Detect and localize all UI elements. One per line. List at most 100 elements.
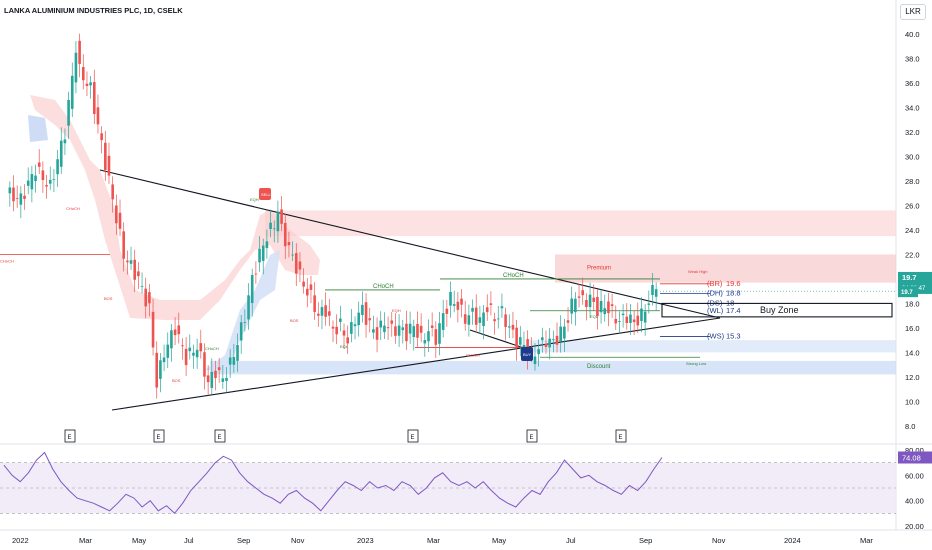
candle-body bbox=[115, 205, 118, 224]
candle-body bbox=[559, 326, 562, 342]
candle-body bbox=[342, 330, 346, 336]
candle-body bbox=[518, 337, 522, 345]
time-tick-label: Nov bbox=[712, 536, 726, 545]
candle-body bbox=[298, 261, 302, 270]
candle-body bbox=[607, 301, 610, 314]
candle-body bbox=[478, 317, 482, 323]
candle-body bbox=[474, 307, 478, 325]
price-tick-label: 12.0 bbox=[905, 373, 920, 382]
buy-zone-label: Buy Zone bbox=[760, 305, 799, 315]
price-tick-label: 26.0 bbox=[905, 202, 920, 211]
candle-body bbox=[636, 315, 640, 326]
candle-body bbox=[383, 325, 386, 333]
buy-signal-marker bbox=[521, 347, 533, 361]
rsi-last-badge bbox=[898, 451, 932, 464]
candle-body bbox=[181, 345, 184, 347]
candle-body bbox=[651, 284, 654, 295]
candle-body bbox=[155, 352, 159, 388]
chart-title: LANKA ALUMINIUM INDUSTRIES PLC, 1D, CSEL… bbox=[4, 6, 183, 15]
level-value-dh: 18.8 bbox=[726, 289, 741, 298]
candle-body bbox=[23, 195, 26, 199]
price-tick-label: 22.0 bbox=[905, 250, 920, 259]
candle-body bbox=[144, 288, 148, 307]
currency-selector[interactable]: LKR bbox=[900, 4, 926, 20]
candle-body bbox=[654, 289, 658, 297]
candle-body bbox=[74, 52, 78, 83]
candle-body bbox=[566, 320, 570, 323]
candle-body bbox=[548, 338, 551, 348]
candle-body bbox=[386, 327, 390, 329]
level-code-ws: (WS) bbox=[707, 331, 725, 340]
earnings-marker-label-6: E bbox=[619, 435, 623, 441]
candle-body bbox=[581, 290, 585, 296]
candle-body bbox=[544, 343, 548, 348]
candle-body bbox=[206, 375, 210, 383]
candle-body bbox=[401, 327, 405, 331]
candle-body bbox=[394, 326, 397, 336]
price-tick-label: 16.0 bbox=[905, 324, 920, 333]
time-tick-label: Jul bbox=[566, 536, 576, 545]
candle-body bbox=[452, 304, 456, 306]
candle-body bbox=[350, 322, 353, 334]
candle-body bbox=[493, 319, 496, 322]
upper-trendline bbox=[99, 169, 721, 319]
resistance-cloud bbox=[30, 95, 320, 320]
price-tick-label: 32.0 bbox=[905, 128, 920, 137]
sell-signal-marker bbox=[259, 188, 271, 200]
candle-body bbox=[614, 318, 618, 324]
candle-body bbox=[177, 325, 181, 335]
earnings-marker-label-3: E bbox=[218, 435, 222, 441]
candle-body bbox=[272, 228, 276, 230]
demand-zone bbox=[530, 340, 896, 353]
candle-body bbox=[170, 330, 173, 349]
candle-body bbox=[59, 140, 63, 167]
candle-body bbox=[533, 356, 537, 365]
time-tick-label: 2022 bbox=[12, 536, 29, 545]
candle-body bbox=[331, 326, 335, 329]
candle-body bbox=[496, 318, 500, 320]
price-tick-label: 34.0 bbox=[905, 104, 920, 113]
candle-body bbox=[81, 67, 85, 81]
candle-body bbox=[188, 347, 192, 352]
discount-zone bbox=[210, 360, 896, 375]
candle-body bbox=[570, 298, 574, 314]
candle-body bbox=[195, 349, 199, 358]
candle-body bbox=[243, 322, 247, 324]
candle-body bbox=[280, 209, 283, 224]
candle-body bbox=[56, 159, 59, 175]
bos-label-2: BOS bbox=[172, 378, 181, 383]
earnings-marker-4 bbox=[407, 429, 419, 443]
candle-body bbox=[100, 133, 103, 141]
supply-zone bbox=[265, 210, 896, 237]
earnings-marker-5 bbox=[526, 429, 538, 443]
candle-body bbox=[184, 348, 188, 366]
candle-body bbox=[221, 378, 225, 382]
price-tick-label: 28.0 bbox=[905, 177, 920, 186]
premium-zone-label: Premium bbox=[587, 265, 611, 271]
candle-body bbox=[515, 327, 518, 348]
candle-body bbox=[445, 308, 449, 314]
candle-body bbox=[555, 335, 559, 345]
level-code-br: (BR) bbox=[707, 279, 723, 288]
candle-body bbox=[552, 339, 555, 341]
price-tick-label: 10.0 bbox=[905, 397, 920, 406]
candle-body bbox=[317, 313, 320, 316]
candle-body bbox=[416, 323, 419, 338]
candle-body bbox=[632, 319, 636, 323]
candle-body bbox=[511, 324, 515, 330]
candle-body bbox=[500, 306, 504, 309]
candle-body bbox=[522, 344, 526, 348]
candle-body bbox=[449, 291, 452, 306]
time-tick-label: Mar bbox=[860, 536, 873, 545]
buy-signal-label: BUY bbox=[523, 352, 532, 357]
candle-body bbox=[599, 300, 603, 313]
candle-body bbox=[541, 337, 544, 341]
candle-body bbox=[151, 311, 155, 348]
choch-label-3: CHoCH bbox=[503, 273, 524, 279]
candle-body bbox=[225, 377, 228, 381]
candle-body bbox=[173, 329, 177, 336]
premium-zone bbox=[555, 254, 896, 283]
candle-body bbox=[203, 352, 206, 377]
candle-body bbox=[357, 312, 361, 326]
